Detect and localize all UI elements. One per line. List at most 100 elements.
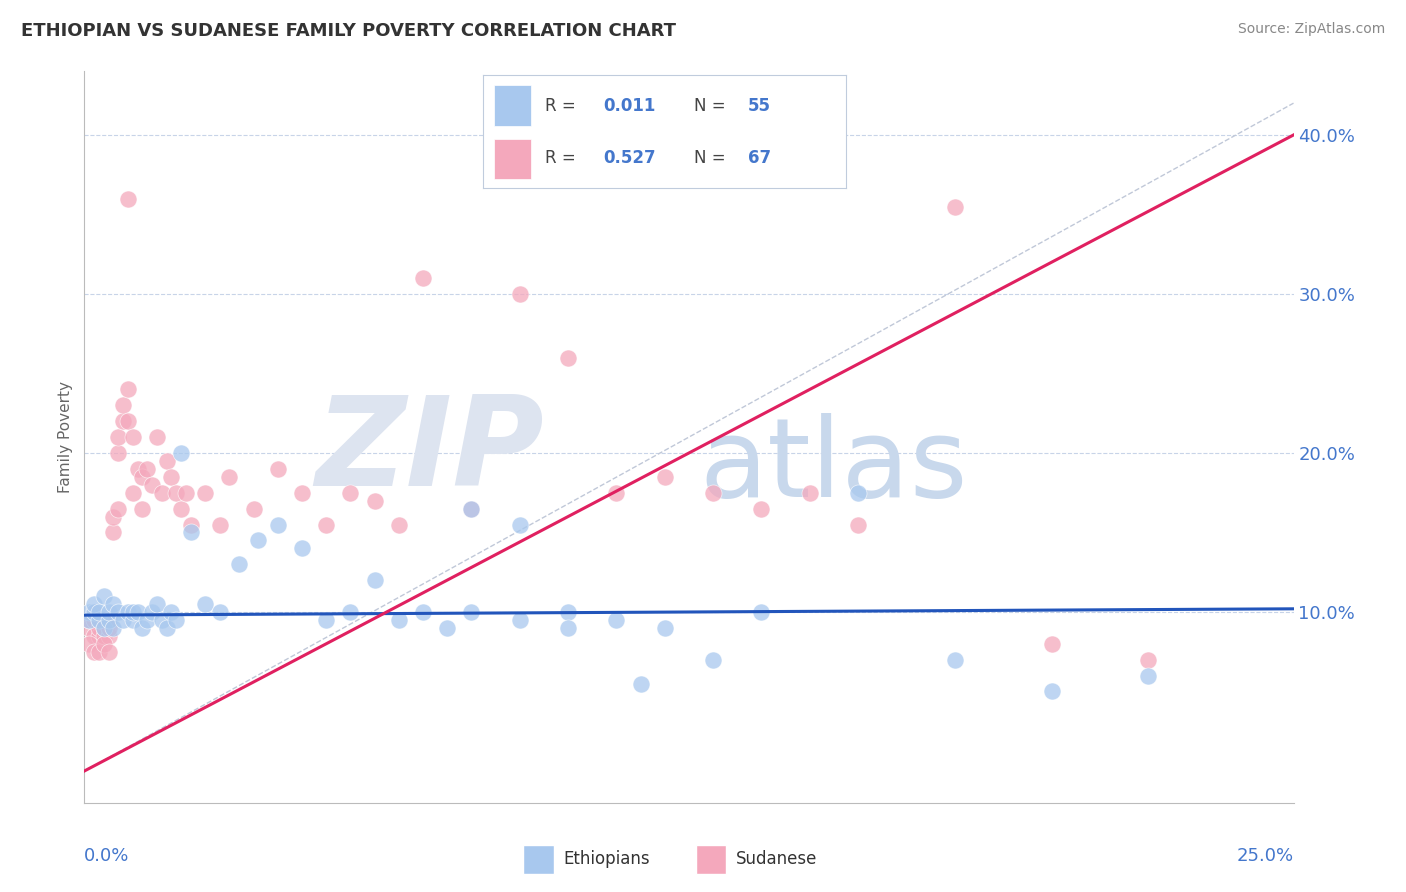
Point bbox=[242, 501, 264, 516]
Point bbox=[136, 613, 159, 627]
Point bbox=[557, 605, 579, 619]
Point bbox=[141, 605, 163, 619]
Point bbox=[121, 613, 143, 627]
Point bbox=[97, 645, 120, 659]
Point bbox=[103, 621, 125, 635]
Point bbox=[315, 517, 337, 532]
Point bbox=[460, 501, 482, 516]
Point bbox=[141, 477, 163, 491]
Point bbox=[93, 629, 115, 643]
Point bbox=[339, 605, 361, 619]
Point bbox=[97, 629, 120, 643]
Point bbox=[509, 517, 531, 532]
Point bbox=[127, 462, 149, 476]
Point bbox=[136, 462, 159, 476]
Y-axis label: Family Poverty: Family Poverty bbox=[58, 381, 73, 493]
Point bbox=[1040, 637, 1063, 651]
Point bbox=[107, 446, 129, 460]
Point bbox=[112, 398, 135, 412]
Point bbox=[509, 287, 531, 301]
Point bbox=[605, 613, 627, 627]
Point bbox=[112, 414, 135, 428]
Point bbox=[180, 525, 202, 540]
Point bbox=[218, 470, 240, 484]
Point bbox=[77, 605, 100, 619]
Point bbox=[77, 613, 100, 627]
Point bbox=[131, 501, 153, 516]
Point bbox=[174, 485, 197, 500]
Point bbox=[97, 605, 120, 619]
Point bbox=[155, 621, 177, 635]
Point bbox=[121, 485, 143, 500]
Point bbox=[117, 605, 139, 619]
Point bbox=[799, 485, 821, 500]
Point bbox=[107, 605, 129, 619]
Point bbox=[630, 676, 652, 690]
Text: atlas: atlas bbox=[700, 413, 969, 520]
Point bbox=[150, 613, 173, 627]
Point bbox=[87, 613, 110, 627]
Point bbox=[165, 485, 187, 500]
Point bbox=[97, 613, 120, 627]
Point bbox=[247, 533, 270, 548]
Point bbox=[121, 605, 143, 619]
Point bbox=[436, 621, 458, 635]
Point bbox=[97, 613, 120, 627]
Point bbox=[83, 605, 105, 619]
Point bbox=[943, 200, 966, 214]
Point bbox=[77, 637, 100, 651]
Point bbox=[339, 485, 361, 500]
Text: ZIP: ZIP bbox=[315, 392, 544, 512]
Text: 0.0%: 0.0% bbox=[84, 847, 129, 864]
Point bbox=[943, 653, 966, 667]
Point bbox=[1137, 668, 1160, 682]
Point bbox=[87, 613, 110, 627]
Point bbox=[1040, 684, 1063, 698]
Point bbox=[103, 509, 125, 524]
Point bbox=[97, 621, 120, 635]
Point bbox=[112, 613, 135, 627]
Point bbox=[654, 470, 676, 484]
Point bbox=[93, 637, 115, 651]
Point bbox=[121, 430, 143, 444]
Point bbox=[460, 501, 482, 516]
Point bbox=[194, 485, 217, 500]
Point bbox=[267, 517, 290, 532]
Point bbox=[412, 605, 434, 619]
Point bbox=[87, 645, 110, 659]
Point bbox=[93, 621, 115, 635]
Point bbox=[93, 613, 115, 627]
Point bbox=[654, 621, 676, 635]
Point bbox=[180, 517, 202, 532]
Text: ETHIOPIAN VS SUDANESE FAMILY POVERTY CORRELATION CHART: ETHIOPIAN VS SUDANESE FAMILY POVERTY COR… bbox=[21, 22, 676, 40]
Point bbox=[131, 621, 153, 635]
Point bbox=[103, 525, 125, 540]
Point bbox=[83, 613, 105, 627]
Point bbox=[702, 653, 724, 667]
Point bbox=[208, 605, 231, 619]
Point bbox=[165, 613, 187, 627]
Point bbox=[315, 613, 337, 627]
Point bbox=[751, 501, 773, 516]
Point bbox=[388, 517, 411, 532]
Point bbox=[702, 485, 724, 500]
Point bbox=[117, 192, 139, 206]
Text: 25.0%: 25.0% bbox=[1236, 847, 1294, 864]
Point bbox=[107, 501, 129, 516]
Point bbox=[208, 517, 231, 532]
Point bbox=[170, 446, 193, 460]
Point bbox=[77, 621, 100, 635]
Point bbox=[87, 621, 110, 635]
Point bbox=[93, 589, 115, 603]
Point bbox=[117, 414, 139, 428]
Point bbox=[155, 454, 177, 468]
Point bbox=[83, 597, 105, 611]
Point bbox=[87, 629, 110, 643]
Point bbox=[605, 485, 627, 500]
Point bbox=[83, 629, 105, 643]
Point bbox=[77, 613, 100, 627]
Point bbox=[509, 613, 531, 627]
Point bbox=[363, 573, 385, 587]
Point bbox=[117, 383, 139, 397]
Point bbox=[127, 605, 149, 619]
